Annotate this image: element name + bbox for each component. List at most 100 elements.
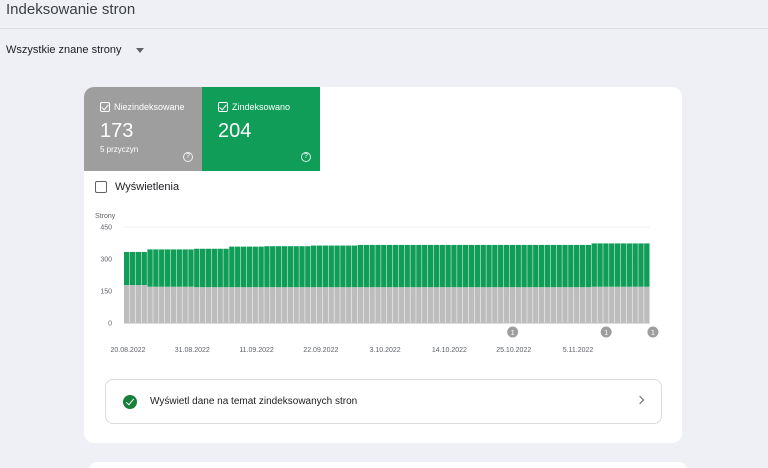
bar-not-indexed — [521, 287, 527, 323]
bar-indexed — [205, 248, 212, 288]
bar-indexed — [410, 244, 416, 288]
bar-indexed — [369, 244, 375, 288]
bar-indexed — [579, 244, 586, 288]
bar-not-indexed — [462, 287, 469, 323]
bar-not-indexed — [591, 286, 597, 323]
top-bar: Indeksowanie stron — [0, 0, 768, 29]
impressions-toggle[interactable]: Wyświetlenia — [95, 181, 179, 193]
bar-indexed — [591, 243, 597, 287]
bar-indexed — [521, 244, 527, 288]
bar-indexed — [135, 251, 142, 286]
bar-not-indexed — [299, 287, 305, 323]
bar-indexed — [357, 244, 364, 288]
bar-indexed — [404, 244, 410, 288]
checkbox-checked-icon[interactable] — [218, 102, 228, 112]
bar-not-indexed — [305, 287, 311, 323]
bar-indexed — [141, 251, 147, 286]
bar-indexed — [626, 243, 632, 287]
bar-not-indexed — [427, 287, 434, 323]
bar-indexed — [439, 244, 445, 288]
indexed-tile[interactable]: Zindeksowano 204 ? — [202, 87, 320, 171]
bar-not-indexed — [626, 286, 632, 323]
bar-not-indexed — [270, 287, 276, 323]
bar-not-indexed — [363, 287, 369, 323]
chevron-right-icon — [635, 395, 645, 405]
x-tick-label: 5.11.2022 — [563, 347, 594, 354]
help-icon[interactable]: ? — [301, 152, 311, 162]
annotation-marker — [600, 326, 612, 338]
bar-not-indexed — [620, 286, 627, 323]
checkbox-checked-icon[interactable] — [100, 102, 110, 112]
bar-not-indexed — [170, 286, 177, 323]
bar-indexed — [281, 246, 288, 288]
bar-indexed — [287, 246, 293, 288]
bar-not-indexed — [375, 287, 381, 323]
bar-not-indexed — [340, 287, 346, 323]
bar-not-indexed — [316, 287, 323, 323]
y-tick-label: 0 — [108, 321, 112, 328]
bar-indexed — [574, 244, 580, 288]
x-tick-label: 14.10.2022 — [432, 347, 467, 354]
bar-indexed — [240, 246, 247, 288]
bar-not-indexed — [246, 287, 253, 323]
bar-indexed — [270, 246, 276, 288]
bar-indexed — [340, 245, 346, 288]
annotation-marker — [647, 326, 659, 338]
bar-not-indexed — [614, 286, 621, 323]
x-tick-label: 31.08.2022 — [175, 347, 210, 354]
page-filter-dropdown[interactable]: Wszystkie znane strony — [6, 44, 144, 56]
bar-not-indexed — [381, 287, 387, 323]
bar-indexed — [632, 243, 638, 287]
bar-indexed — [568, 244, 574, 288]
bar-not-indexed — [135, 285, 142, 323]
bar-indexed — [328, 245, 334, 288]
bar-not-indexed — [515, 287, 521, 323]
bar-not-indexed — [451, 287, 457, 323]
bar-not-indexed — [153, 286, 159, 323]
bar-not-indexed — [538, 287, 545, 323]
bar-indexed — [597, 243, 603, 287]
bar-not-indexed — [498, 287, 504, 323]
bar-not-indexed — [188, 286, 194, 323]
bar-indexed — [275, 246, 282, 288]
bar-not-indexed — [182, 286, 188, 323]
bar-not-indexed — [346, 287, 352, 323]
x-tick-label: 11.09.2022 — [239, 347, 274, 354]
bar-not-indexed — [223, 287, 229, 323]
bar-indexed — [398, 244, 405, 288]
x-tick-label: 25.10.2022 — [496, 347, 531, 354]
bar-indexed — [194, 248, 200, 288]
bar-indexed — [451, 244, 457, 288]
x-tick-label: 3.10.2022 — [370, 347, 401, 354]
bar-indexed — [375, 244, 381, 288]
bar-indexed — [387, 244, 393, 288]
bar-indexed — [427, 244, 434, 288]
bar-indexed — [235, 246, 241, 288]
checkbox-unchecked-icon[interactable] — [95, 181, 107, 193]
annotation-marker — [507, 326, 519, 338]
view-indexed-pages-label: Wyświetl dane na temat zindeksowanych st… — [150, 396, 358, 407]
bar-indexed — [392, 244, 399, 288]
bar-indexed — [346, 245, 352, 288]
not-indexed-tile[interactable]: Niezindeksowane 173 5 przyczyn ? — [84, 87, 202, 171]
x-tick-label: 22.09.2022 — [303, 347, 338, 354]
bar-not-indexed — [328, 287, 334, 323]
bar-not-indexed — [351, 287, 358, 323]
bar-not-indexed — [404, 287, 410, 323]
bar-indexed — [147, 249, 153, 287]
bar-indexed — [299, 246, 305, 288]
bar-not-indexed — [199, 287, 206, 323]
bar-indexed — [585, 244, 592, 288]
bar-indexed — [515, 244, 521, 288]
view-indexed-pages-link[interactable]: Wyświetl dane na temat zindeksowanych st… — [105, 379, 662, 424]
bar-indexed — [316, 245, 323, 288]
bar-indexed — [199, 248, 206, 288]
bar-not-indexed — [422, 287, 428, 323]
bar-not-indexed — [416, 287, 422, 323]
bar-not-indexed — [164, 286, 171, 323]
bar-not-indexed — [638, 286, 644, 323]
bar-not-indexed — [486, 287, 492, 323]
bar-not-indexed — [176, 286, 182, 323]
bar-indexed — [544, 244, 551, 288]
help-icon[interactable]: ? — [183, 152, 193, 162]
